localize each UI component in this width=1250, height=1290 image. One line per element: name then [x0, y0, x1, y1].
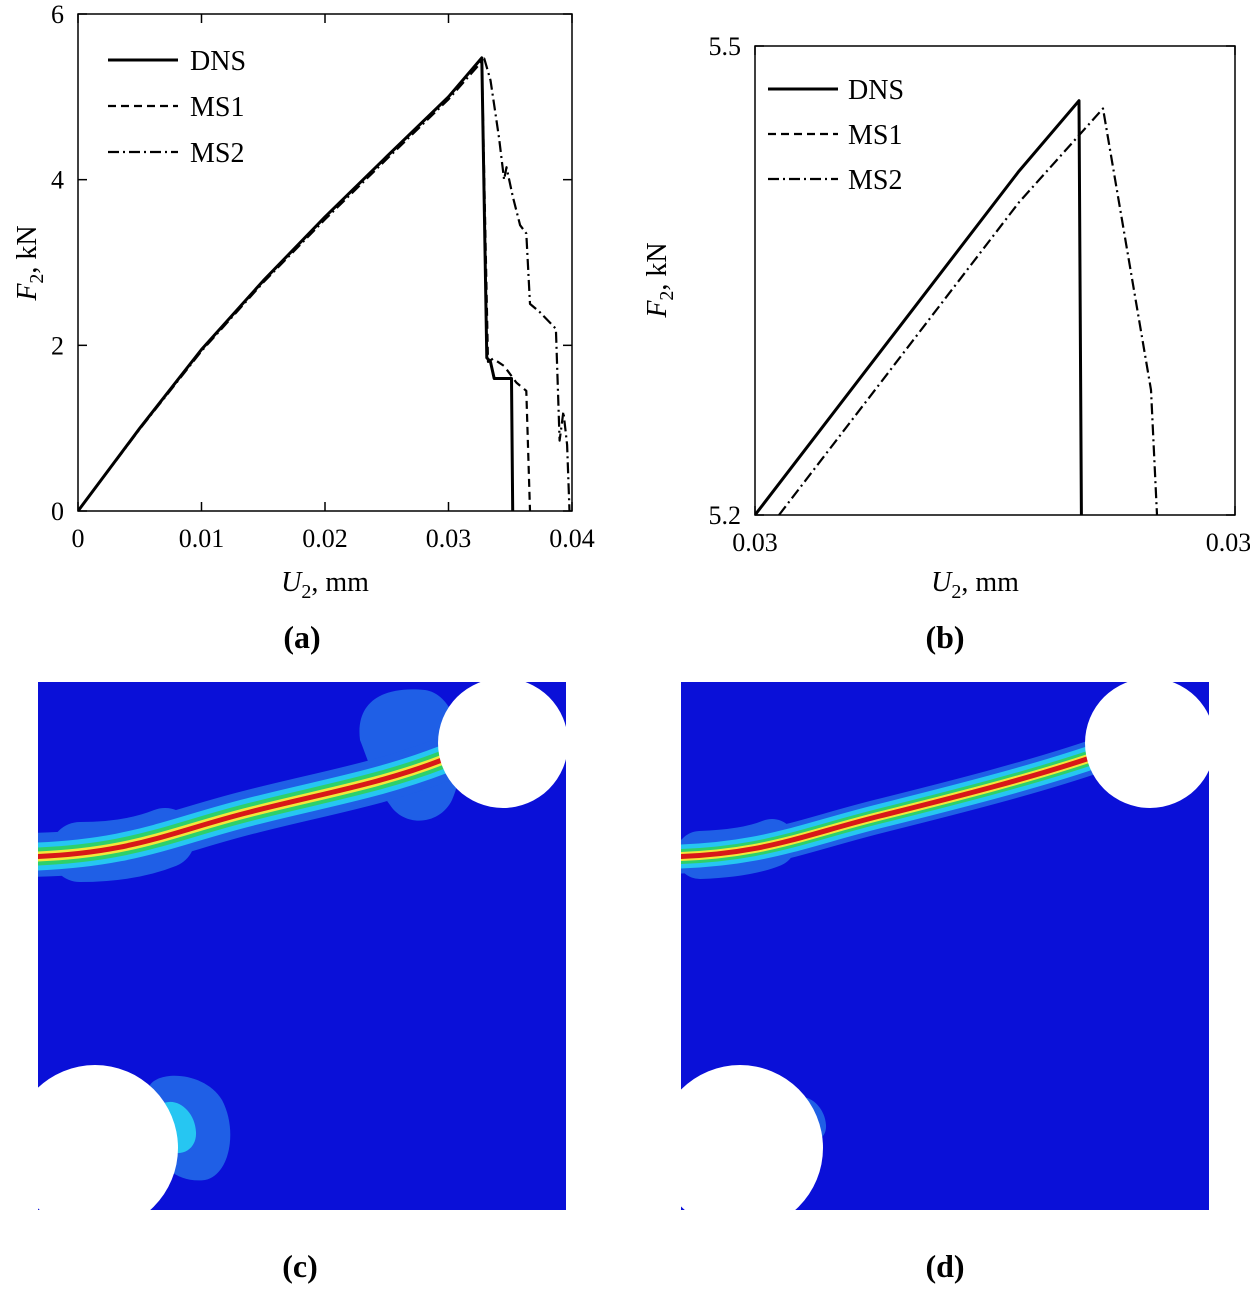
y-tick-label: 2 — [51, 331, 64, 360]
x-tick-label: 0 — [72, 524, 85, 553]
chart-b: 0.03 0.034 5.2 5.5 DNS MS1 MS2 U2, mm F2, k… — [642, 32, 1250, 655]
chart-b-legend: DNS MS1 MS2 — [768, 75, 904, 196]
x-tick-label: 0.02 — [302, 524, 348, 553]
legend-label-ms2: MS2 — [190, 138, 244, 169]
chart-b-ticks: 0.03 0.034 5.2 5.5 — [709, 32, 1250, 557]
chart-a-y-axis-label: F2, kN — [12, 225, 48, 301]
series-line-ms2 — [78, 57, 571, 511]
contour-c-crack-core — [38, 757, 445, 859]
chart-b-plot-frame — [754, 45, 1236, 516]
y-tick-label: 6 — [51, 0, 64, 29]
x-tick-label: 0.03 — [426, 524, 472, 553]
chart-a-plot-frame — [77, 13, 573, 512]
contour-plot-c: (c) — [38, 682, 566, 1284]
chart-b-x-axis-label: U2, mm — [931, 567, 1019, 603]
x-tick-label: 0.034 — [1206, 528, 1250, 557]
contour-d-crack-core — [681, 755, 1093, 860]
series-line-dns — [78, 56, 515, 511]
series-line-dns — [755, 99, 1083, 515]
y-tick-label: 0 — [51, 497, 64, 526]
chart-a: 0 0.01 0.02 0.03 0.04 0 2 4 6 DNS MS1 MS2 U2, mm… — [12, 0, 595, 655]
series-line-ms1 — [78, 56, 532, 511]
chart-b-series — [755, 99, 1159, 515]
contour-plot-d: (d) — [681, 682, 1209, 1284]
legend-label-dns: DNS — [190, 46, 246, 77]
panel-label-b: (b) — [925, 619, 964, 655]
panel-label-d: (d) — [925, 1248, 964, 1284]
series-line-ms2 — [778, 107, 1159, 515]
contour-d-hole-lower-left — [681, 1065, 823, 1210]
chart-a-ticks: 0 0.01 0.02 0.03 0.04 0 2 4 6 — [51, 0, 595, 553]
panel-label-a: (a) — [283, 619, 320, 655]
chart-a-x-axis-label: U2, mm — [281, 567, 369, 603]
legend-label-ms2: MS2 — [848, 165, 902, 196]
chart-a-legend: DNS MS1 MS2 — [108, 46, 246, 169]
panel-label-c: (c) — [282, 1248, 318, 1284]
x-tick-label: 0.04 — [549, 524, 595, 553]
x-tick-label: 0.03 — [732, 528, 778, 557]
contour-d-hole-upper-right — [1085, 682, 1209, 808]
legend-label-ms1: MS1 — [848, 120, 902, 151]
chart-a-series — [78, 56, 571, 511]
chart-b-y-axis-label: F2, kN — [642, 242, 678, 318]
y-tick-label: 5.5 — [709, 32, 742, 61]
y-tick-label: 5.2 — [709, 501, 742, 530]
contour-c-hole-lower-left — [38, 1065, 178, 1210]
contour-c-hole-upper-right — [438, 682, 566, 808]
legend-label-dns: DNS — [848, 75, 904, 106]
legend-label-ms1: MS1 — [190, 92, 244, 123]
x-tick-label: 0.01 — [179, 524, 225, 553]
y-tick-label: 4 — [51, 166, 64, 195]
